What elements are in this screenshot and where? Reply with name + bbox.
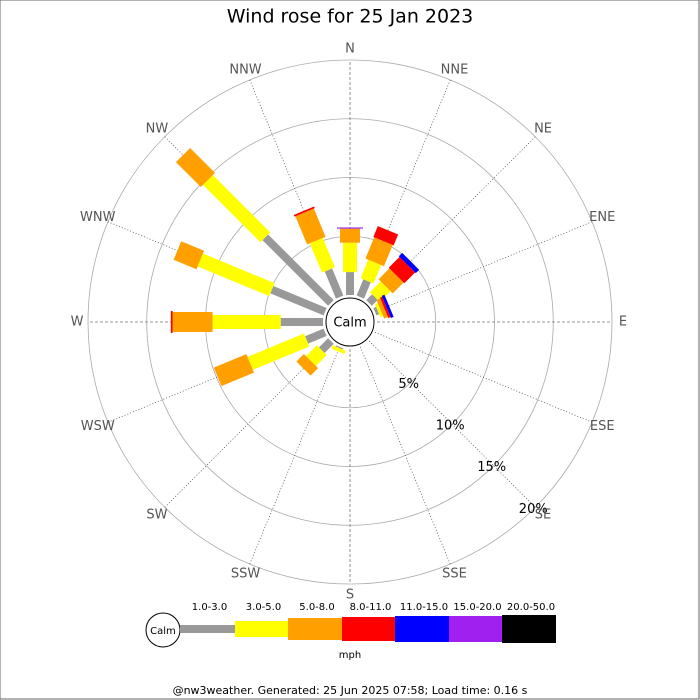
bar-segment (331, 345, 346, 354)
legend: Calm mph 1.0-3.0 3.0-5.0 5.0-8.0 8.0-11.0 11… (145, 602, 556, 661)
spoke (359, 346, 451, 565)
r-tick-label: 20% (519, 502, 548, 517)
legend-label: 15.0-20.0 (453, 602, 501, 613)
legend-label: 8.0-11.0 (350, 602, 392, 613)
bar-segment (398, 252, 420, 274)
bar-segment (172, 312, 213, 332)
direction-label: NW (146, 121, 169, 136)
direction-label: W (71, 315, 84, 330)
direction-label: WSW (81, 419, 115, 434)
bar-segment (366, 294, 378, 306)
legend-swatch (502, 615, 556, 643)
bar-segment (170, 311, 173, 333)
bar-segment (340, 228, 360, 243)
bar-segment (373, 306, 380, 316)
bar-segment (343, 242, 357, 273)
direction-label: SSE (442, 567, 467, 582)
direction-label: NNW (229, 62, 261, 77)
legend-swatch (288, 618, 342, 640)
bar-segment (388, 256, 416, 284)
labels: 5% 10% 15% 20% N NNE NE ENE E ESE SE SSE S SSW SW WSW W W… (71, 42, 628, 603)
legend-swatch (342, 617, 395, 641)
legend-swatch (449, 616, 502, 642)
bar-segment (296, 353, 319, 376)
chart-title: Wind rose for 25 Jan 2023 (227, 6, 474, 28)
bar-segment (337, 227, 363, 229)
bar-segment (365, 237, 393, 267)
bar-segment (379, 296, 391, 319)
legend-swatch (235, 621, 288, 637)
bar-segment (280, 318, 323, 326)
bar-segment (173, 241, 205, 270)
bar-segment (212, 315, 281, 329)
legend-label: 5.0-8.0 (299, 602, 334, 613)
bar-segment (247, 333, 310, 370)
direction-label: NNE (441, 62, 469, 77)
legend-label: 11.0-15.0 (400, 602, 448, 613)
direction-label: SW (146, 508, 167, 523)
direction-label: NE (534, 121, 552, 136)
bar-segment (309, 237, 335, 273)
spoke (368, 340, 536, 508)
grid-ring (87, 59, 613, 585)
bar-segment (360, 259, 382, 284)
bar-segment (378, 268, 404, 294)
bar-segment (306, 345, 327, 366)
direction-label: ESE (590, 419, 615, 434)
bar-segment (318, 338, 334, 354)
r-tick-label: 5% (398, 377, 419, 392)
bar-segment (305, 328, 327, 344)
direction-label: S (346, 588, 354, 603)
legend-calm-label: Calm (150, 626, 176, 637)
direction-label: E (619, 315, 627, 330)
bar-segment (374, 302, 384, 318)
bar-segment (295, 208, 326, 245)
spoke (249, 346, 341, 565)
r-tick-label: 10% (436, 419, 465, 434)
spoke (164, 340, 332, 508)
bar-segment (213, 354, 254, 387)
footer: @nw3weather. Generated: 25 Jun 2025 07:5… (173, 684, 528, 697)
bars (170, 147, 420, 387)
bar-segment (270, 285, 327, 316)
bar-segment (376, 298, 388, 319)
bar-segment (346, 272, 354, 295)
direction-label: N (345, 42, 355, 57)
bar-segment (373, 226, 399, 246)
bar-segment (175, 147, 216, 188)
bar-segment (324, 268, 344, 299)
spoke (374, 331, 593, 423)
bar-segment (381, 294, 394, 319)
legend-swatch (180, 625, 235, 633)
calm-circle (325, 297, 375, 347)
legend-swatch (395, 616, 449, 642)
legend-label: 3.0-5.0 (246, 602, 281, 613)
bar-segment (197, 253, 275, 297)
bar-segment (262, 234, 334, 306)
bar-segment (202, 174, 271, 243)
bar-segment (335, 345, 344, 350)
calm-label: Calm (333, 316, 366, 331)
bar-segment (369, 281, 391, 303)
direction-label: WNW (80, 210, 116, 225)
bar-segment (293, 206, 315, 217)
bar-segment (356, 279, 371, 299)
direction-label: ENE (589, 210, 615, 225)
legend-label: 20.0-50.0 (507, 602, 555, 613)
direction-label: SSW (231, 567, 261, 582)
legend-label: 1.0-3.0 (192, 602, 227, 613)
r-tick-label: 15% (477, 460, 506, 475)
direction-label: SE (535, 508, 551, 523)
legend-unit: mph (339, 650, 361, 661)
spoke (374, 221, 593, 313)
